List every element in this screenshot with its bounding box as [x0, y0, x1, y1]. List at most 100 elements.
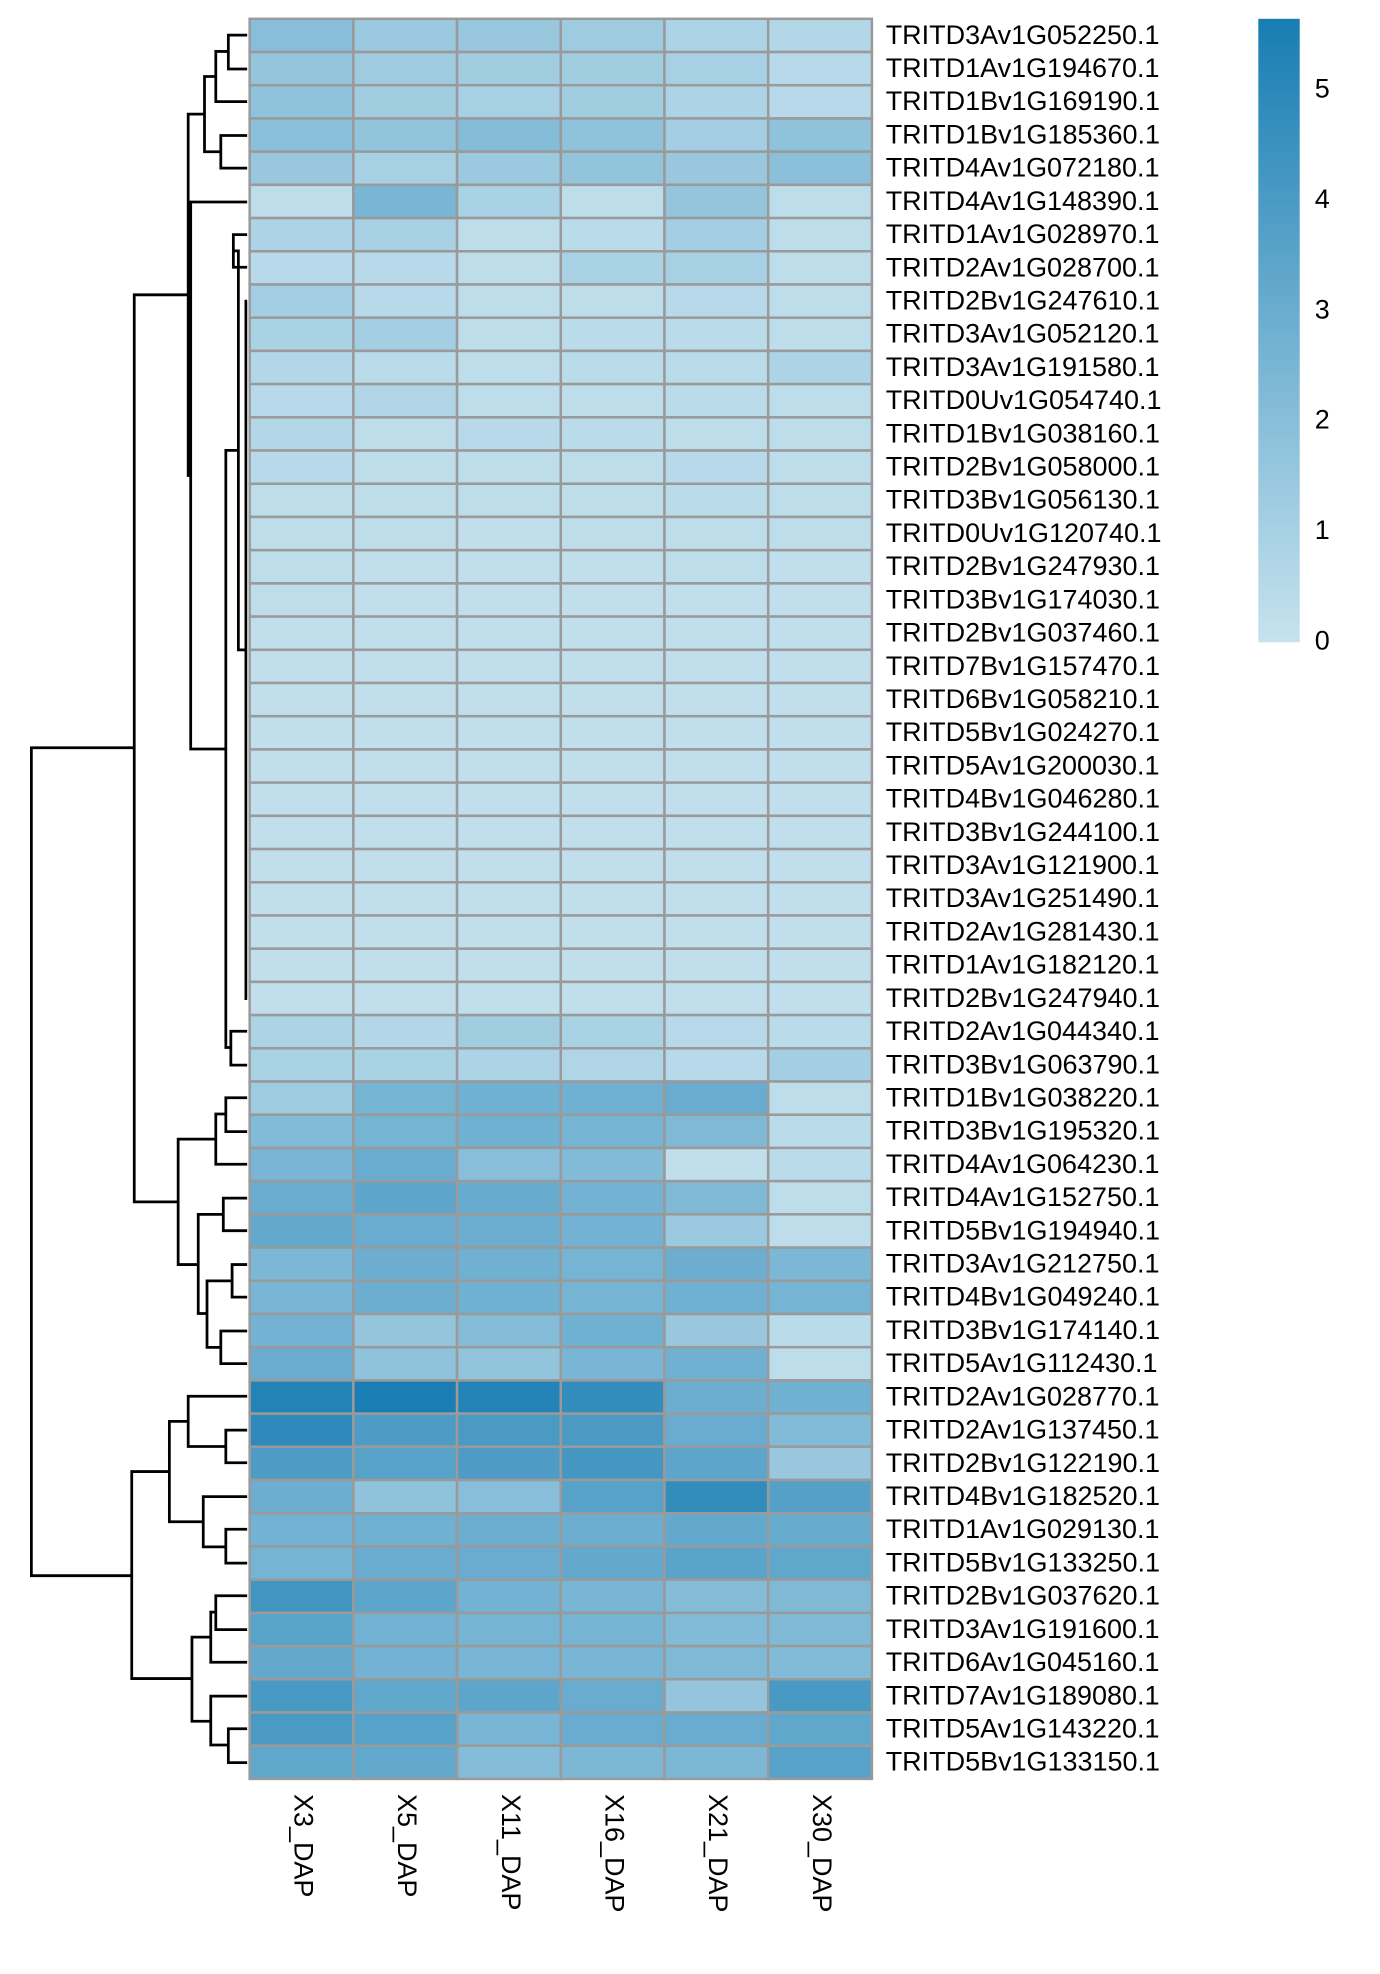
heatmap-cell: [352, 1678, 459, 1714]
heatmap-cell: [766, 714, 874, 751]
heatmap-cell: [455, 1644, 563, 1681]
heatmap-cell: [663, 449, 770, 486]
row-label: TRITD1Bv1G038220.1: [886, 1083, 1160, 1113]
heatmap-cell: [248, 814, 355, 851]
heatmap-cell: [663, 316, 770, 353]
heatmap-cell: [663, 1080, 770, 1116]
heatmap-cell: [455, 1379, 563, 1415]
heatmap-cell: [559, 947, 666, 984]
heatmap-cell: [663, 83, 770, 120]
column-label: X16_DAP: [600, 1794, 630, 1912]
heatmap-cell: [663, 1146, 770, 1183]
heatmap-cell: [559, 881, 666, 917]
heatmap-cell: [248, 50, 355, 87]
heatmap-cell: [352, 515, 459, 552]
heatmap-cell: [352, 83, 459, 120]
heatmap-cell: [766, 515, 874, 552]
row-label: TRITD5Bv1G194940.1: [886, 1215, 1160, 1245]
heatmap-cell: [248, 1246, 355, 1283]
row-label: TRITD3Bv1G244100.1: [886, 817, 1160, 847]
row-label: TRITD7Av1G189080.1: [886, 1680, 1160, 1710]
heatmap-cell: [455, 1179, 563, 1216]
heatmap-cell: [559, 1412, 666, 1449]
heatmap-cell: [455, 847, 563, 884]
row-label: TRITD3Av1G191580.1: [886, 352, 1160, 382]
heatmap-cell: [455, 117, 563, 153]
heatmap-cell: [455, 1744, 563, 1781]
heatmap-cell: [352, 681, 459, 718]
heatmap-cell: [455, 582, 563, 618]
colorbar-tick-label: 2: [1315, 405, 1330, 435]
heatmap-cell: [559, 1279, 666, 1316]
heatmap-cell: [663, 980, 770, 1017]
heatmap-cell: [248, 283, 355, 319]
heatmap-cell: [663, 1279, 770, 1316]
heatmap-cell: [559, 1080, 666, 1116]
heatmap-cell: [559, 748, 666, 784]
heatmap-cell: [248, 250, 355, 286]
heatmap-cell: [766, 150, 874, 187]
heatmap-cell: [559, 1379, 666, 1415]
heatmap-cell: [663, 250, 770, 286]
heatmap-cell: [352, 1113, 459, 1150]
heatmap-cell: [248, 1678, 355, 1714]
heatmap-cell: [559, 1644, 666, 1681]
row-label: TRITD4Av1G152750.1: [886, 1182, 1160, 1212]
dendrogram: [29, 33, 248, 1764]
heatmap-cell: [559, 1312, 666, 1349]
heatmap-cell: [352, 648, 459, 685]
heatmap-cell: [766, 50, 874, 87]
row-label: TRITD3Av1G251490.1: [886, 883, 1160, 913]
heatmap-cell: [559, 349, 666, 386]
heatmap-cell: [559, 150, 666, 187]
heatmap-cell: [663, 1246, 770, 1283]
heatmap-cell: [352, 980, 459, 1017]
row-label: TRITD2Av1G044340.1: [886, 1016, 1160, 1046]
row-label: TRITD3Bv1G195320.1: [886, 1116, 1160, 1146]
heatmap-cell: [559, 980, 666, 1017]
row-label: TRITD1Bv1G169190.1: [886, 86, 1160, 116]
heatmap-cell: [766, 748, 874, 784]
row-label: TRITD2Bv1G247940.1: [886, 983, 1160, 1013]
row-label: TRITD1Av1G028970.1: [886, 219, 1160, 249]
heatmap-cell: [455, 1113, 563, 1150]
heatmap-cell: [248, 1345, 355, 1382]
heatmap-cell: [559, 1711, 666, 1747]
heatmap-cell: [248, 150, 355, 187]
heatmap-cell: [248, 216, 355, 253]
heatmap-cell: [766, 1711, 874, 1747]
heatmap-cell: [248, 349, 355, 386]
heatmap-cell: [352, 1312, 459, 1349]
heatmap-cell: [352, 382, 459, 419]
heatmap-cell: [352, 1711, 459, 1747]
heatmap-cell: [455, 183, 563, 220]
heatmap-cell: [559, 1146, 666, 1183]
heatmap-cell: [559, 283, 666, 319]
row-label: TRITD2Bv1G058000.1: [886, 452, 1160, 482]
heatmap-cell: [559, 548, 666, 585]
row-label: TRITD5Av1G143220.1: [886, 1713, 1160, 1743]
heatmap-cell: [455, 1578, 563, 1615]
heatmap-cell: [766, 1179, 874, 1216]
row-label: TRITD0Uv1G054740.1: [886, 385, 1162, 415]
row-label: TRITD2Av1G028700.1: [886, 252, 1160, 282]
heatmap-cell: [663, 1711, 770, 1747]
heatmap-cell: [352, 1013, 459, 1050]
heatmap-cell: [352, 582, 459, 618]
heatmap-cell: [663, 1744, 770, 1781]
heatmap-cell: [248, 1213, 355, 1249]
heatmap-cell: [455, 1678, 563, 1714]
row-label: TRITD3Av1G121900.1: [886, 850, 1160, 880]
heatmap-cell: [766, 781, 874, 818]
heatmap-cell: [352, 781, 459, 818]
heatmap-cell: [352, 1744, 459, 1781]
heatmap-cell: [352, 482, 459, 519]
heatmap-cell: [766, 1545, 874, 1581]
heatmap-cell: [663, 216, 770, 253]
heatmap-cell: [248, 316, 355, 353]
row-label: TRITD2Av1G281430.1: [886, 916, 1160, 946]
heatmap-cell: [766, 1611, 874, 1648]
heatmap-cell: [663, 1511, 770, 1548]
heatmap-cell: [352, 881, 459, 917]
